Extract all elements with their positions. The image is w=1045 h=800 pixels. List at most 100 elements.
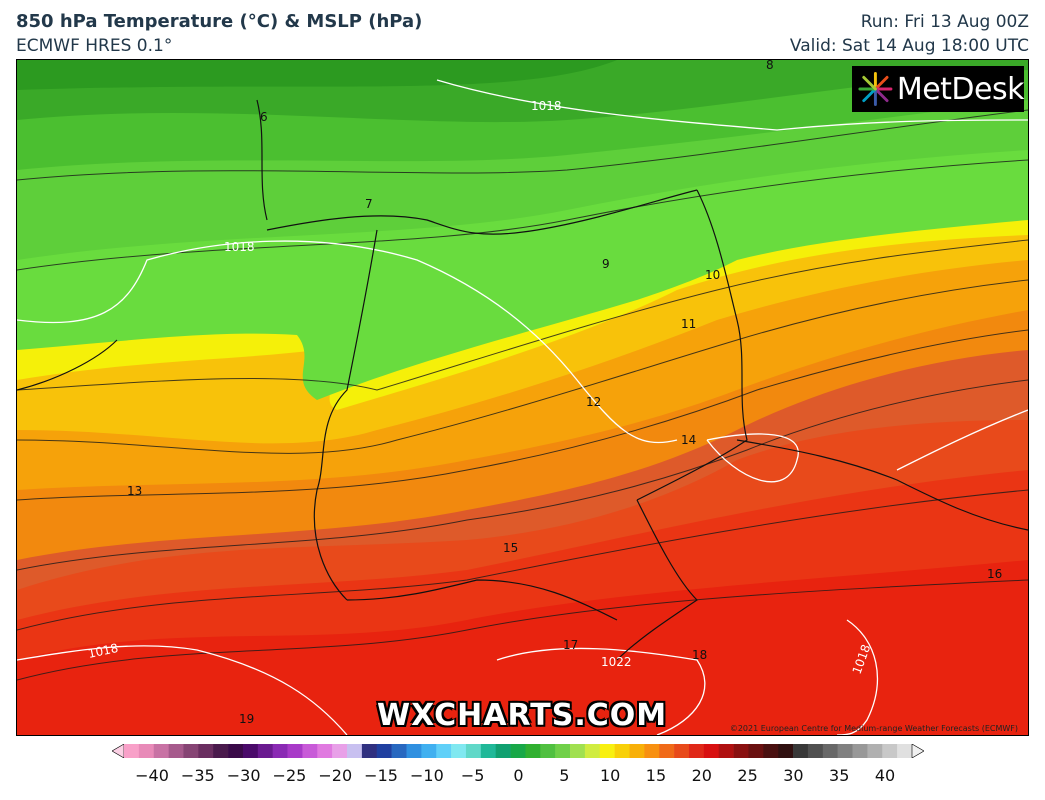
t-label-6: 6 [260, 110, 268, 124]
colorbar-swatch [421, 744, 437, 758]
colorbar-swatch [763, 744, 779, 758]
ecmwf-copyright: ©2021 European Centre for Medium-range W… [729, 724, 1018, 733]
t-label-9: 9 [602, 257, 610, 271]
colorbar-tick-label: −10 [409, 766, 444, 785]
colorbar-swatch [748, 744, 764, 758]
band-6 [17, 60, 617, 90]
p-label-1018-a: 1018 [224, 240, 255, 254]
colorbar-swatch [272, 744, 288, 758]
colorbar-tick-label: −15 [364, 766, 398, 785]
colorbar-swatch [495, 744, 511, 758]
colorbar-max-arrow [911, 744, 924, 758]
colorbar-swatch [540, 744, 556, 758]
p-label-1018-c: 1018 [87, 641, 120, 661]
colorbar-tick-label: 40 [874, 766, 896, 785]
t-label-10: 10 [705, 268, 720, 282]
metdesk-starburst-icon [858, 72, 893, 106]
t-label-16: 16 [987, 567, 1002, 581]
map-canvas: 6 7 8 9 10 11 12 13 14 15 16 17 18 19 10… [17, 60, 1028, 735]
colorbar-tick-label: 0 [513, 766, 524, 785]
colorbar-swatch [867, 744, 883, 758]
colorbar-swatch [153, 744, 169, 758]
colorbar-swatch [703, 744, 720, 758]
t-label-8: 8 [766, 60, 774, 72]
colorbar-swatch [599, 744, 615, 758]
borders [17, 99, 1028, 661]
valid-time: Valid: Sat 14 Aug 18:00 UTC [789, 36, 1029, 56]
colorbar-tick-label: 30 [783, 766, 804, 785]
colorbar-swatch [332, 744, 348, 758]
colorbar-swatch [659, 744, 675, 758]
wxcharts-watermark: WXCHARTS.COM [377, 698, 668, 733]
run-time: Run: Fri 13 Aug 00Z [860, 12, 1029, 32]
colorbar-swatch [807, 744, 824, 758]
colorbar-swatch [674, 744, 690, 758]
colorbar-swatch [688, 744, 705, 758]
p-label-1022: 1022 [601, 655, 632, 669]
colorbar-swatch [897, 744, 913, 758]
colorbar-tick-label: 10 [599, 766, 621, 785]
colorbar-swatch [778, 744, 794, 758]
colorbar-swatch [213, 744, 229, 758]
colorbar-swatch [793, 744, 809, 758]
t-label-14: 14 [681, 433, 696, 447]
colorbar-swatch [124, 744, 140, 758]
chart-title: 850 hPa Temperature (°C) & MSLP (hPa) [16, 11, 423, 32]
colorbar-tick-label: −40 [135, 766, 169, 785]
colorbar-swatch [376, 744, 392, 758]
isobars [17, 79, 1028, 735]
colorbar-swatch [347, 744, 363, 758]
temperature-labels: 6 7 8 9 10 11 12 13 14 15 16 17 18 19 [127, 60, 1002, 726]
weather-map: 6 7 8 9 10 11 12 13 14 15 16 17 18 19 10… [16, 59, 1029, 736]
colorbar-swatch [733, 744, 749, 758]
colorbar-swatch [465, 744, 482, 758]
pressure-labels: 1018 1018 1018 1018 1022 [87, 99, 874, 676]
colorbar-swatch [629, 744, 645, 758]
t-label-12: 12 [586, 395, 601, 409]
colorbar-swatch [302, 744, 318, 758]
p-label-1018-b: 1018 [531, 99, 562, 113]
colorbar-swatch [644, 744, 660, 758]
colorbar-tick-label: 25 [737, 766, 758, 785]
colorbar-swatch [570, 744, 586, 758]
colorbar-tick-label: −30 [226, 766, 261, 785]
t-label-17: 17 [563, 638, 578, 652]
colorbar-swatch [555, 744, 571, 758]
colorbar-swatch [168, 744, 184, 758]
colorbar-swatch [183, 744, 199, 758]
colorbar-tick-label: −20 [318, 766, 353, 785]
colorbar-swatch [525, 744, 541, 758]
colorbar-swatch [198, 744, 214, 758]
colorbar-tick-label: −5 [460, 766, 485, 785]
isotherms [17, 109, 1028, 681]
colorbar-swatch [882, 744, 898, 758]
colorbar-swatch [138, 744, 155, 758]
colorbar-swatch [228, 744, 244, 758]
colorbar-tick-label: 20 [691, 766, 712, 785]
colorbar-swatch [317, 744, 333, 758]
t-label-11: 11 [681, 317, 696, 331]
colorbar-swatch [257, 744, 273, 758]
temperature-colorbar [112, 744, 924, 758]
metdesk-logo: MetDesk [852, 66, 1025, 112]
colorbar-swatch [287, 744, 303, 758]
colorbar-swatch [391, 744, 407, 758]
t-label-18: 18 [692, 648, 707, 662]
colorbar-swatch [718, 744, 734, 758]
metdesk-logo-text: MetDesk [896, 71, 1025, 107]
colorbar-tick-label: 5 [559, 766, 570, 785]
colorbar-swatch [852, 744, 868, 758]
colorbar-swatch [361, 744, 378, 758]
colorbar-swatch [406, 744, 422, 758]
colorbar-swatch [480, 744, 496, 758]
colorbar-swatch [822, 744, 838, 758]
t-label-15: 15 [503, 541, 518, 555]
colorbar-tick-label: 35 [829, 766, 850, 785]
colorbar-swatch [837, 744, 853, 758]
colorbar-tick-label: −35 [180, 766, 215, 785]
colorbar-swatch [451, 744, 467, 758]
colorbar-swatch [242, 744, 259, 758]
colorbar-tick-label: 15 [645, 766, 667, 785]
colorbar-swatch [510, 744, 526, 758]
colorbar-swatch [584, 744, 601, 758]
